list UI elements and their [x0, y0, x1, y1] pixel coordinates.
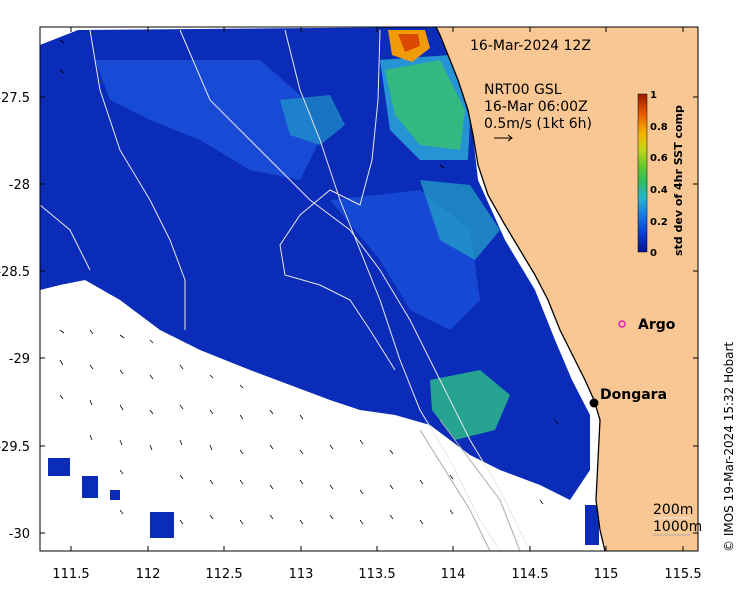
sst-speck — [82, 476, 98, 498]
sst-south-patch — [430, 370, 510, 440]
colorbar-tick: 0 — [650, 248, 657, 259]
current-scale-arrow — [494, 134, 513, 142]
sst-field-light — [95, 60, 320, 180]
x-tick-label: 115.5 — [664, 567, 701, 582]
sst-speck — [585, 505, 599, 545]
colorbar-title: std dev of 4hr SST comp — [672, 105, 685, 256]
sst-coastal-green — [385, 60, 465, 150]
y-tick-label: -29.5 — [0, 440, 30, 455]
x-tick-label: 114 — [441, 567, 466, 582]
argo-marker — [618, 320, 626, 328]
sst-hotspot-core — [398, 34, 420, 52]
colorbar-tick: 0.2 — [650, 217, 668, 228]
x-tick-label: 114.5 — [511, 567, 548, 582]
bathymetry-contour — [89, 29, 186, 330]
current-vectors — [59, 39, 559, 525]
bathymetry-legend-1000m: 1000m — [653, 519, 702, 535]
sst-speck — [150, 512, 174, 538]
y-tick-label: -28.5 — [0, 265, 30, 280]
y-tick-label: -27.5 — [0, 91, 30, 106]
colorbar-tick: 0.4 — [650, 185, 668, 196]
x-tick-label: 113 — [289, 567, 314, 582]
bathymetry-contour — [40, 204, 91, 271]
bathymetry-legend-200m: 200m — [653, 502, 693, 518]
x-tick-label: 112.5 — [205, 567, 242, 582]
colorbar-tick: 1 — [650, 90, 657, 101]
y-tick-labels: -27.5 -28 -28.5 -29 -29.5 -30 — [0, 91, 30, 542]
sst-mid-patch — [420, 180, 500, 260]
sst-speck — [48, 458, 70, 476]
bathymetry-contour — [179, 29, 531, 551]
x-tick-label: 112 — [136, 567, 161, 582]
y-tick-label: -28 — [9, 178, 30, 193]
y-axis — [40, 96, 698, 534]
date-label: 16-Mar-2024 12Z — [470, 38, 591, 54]
y-tick-label: -30 — [9, 527, 30, 542]
sst-speck — [110, 490, 120, 500]
coastline — [435, 27, 606, 551]
x-tick-label: 115 — [594, 567, 619, 582]
x-tick-label: 111.5 — [52, 567, 89, 582]
colorbar-tick: 0.8 — [650, 122, 668, 133]
plot-border — [39, 26, 699, 552]
current-scale-label: 0.5m/s (1kt 6h) — [484, 116, 592, 132]
bathymetry-contour — [439, 419, 521, 551]
y-tick-label: -29 — [9, 352, 30, 367]
dongara-marker — [589, 398, 599, 408]
colorbar — [637, 93, 648, 253]
current-source-label: NRT00 GSL — [484, 82, 562, 98]
x-tick-labels: 111.5 112 112.5 113 113.5 114 114.5 115 … — [52, 567, 701, 582]
x-axis — [70, 27, 684, 551]
bathymetry-contour — [284, 29, 501, 551]
bathymetry-contour — [419, 429, 491, 551]
bathymetry-contour — [279, 29, 396, 371]
x-tick-label: 113.5 — [358, 567, 395, 582]
colorbar-tick: 0.6 — [650, 153, 668, 164]
current-time-label: 16-Mar 06:00Z — [484, 99, 588, 115]
place-label-argo: Argo — [638, 317, 676, 333]
place-label-dongara: Dongara — [600, 387, 667, 403]
credit-text: © IMOS 19-Mar-2024 15:32 Hobart — [722, 342, 736, 552]
colorbar-ticks: 0 0.2 0.4 0.6 0.8 1 — [650, 90, 668, 259]
land — [436, 27, 698, 551]
